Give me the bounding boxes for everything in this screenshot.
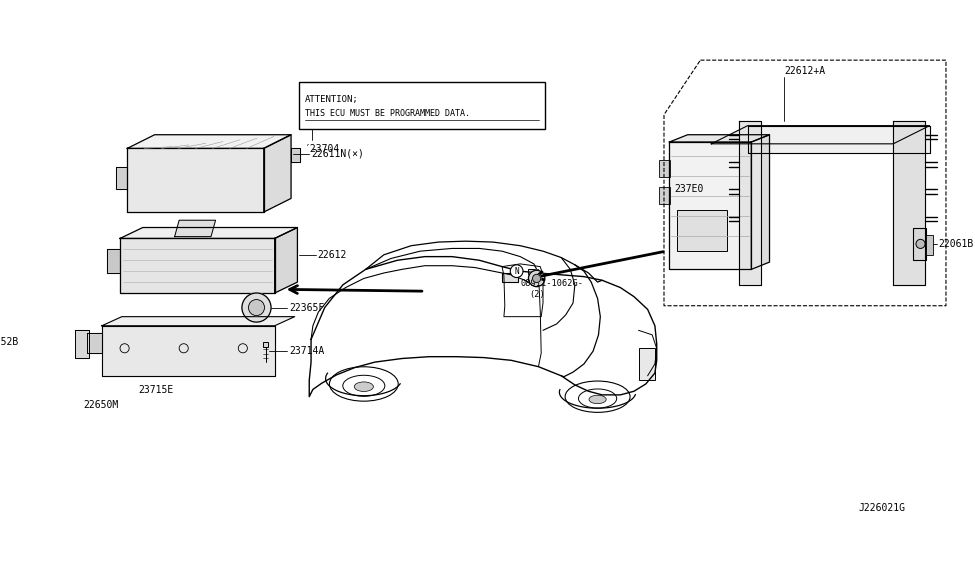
- Bar: [677, 210, 726, 251]
- Ellipse shape: [354, 382, 373, 392]
- Text: 22612+A: 22612+A: [784, 66, 825, 76]
- Text: THIS ECU MUST BE PROGRAMMED DATA.: THIS ECU MUST BE PROGRAMMED DATA.: [305, 109, 470, 118]
- Circle shape: [249, 299, 264, 316]
- Polygon shape: [101, 316, 294, 326]
- Text: 22652B: 22652B: [0, 337, 19, 347]
- Polygon shape: [752, 135, 769, 269]
- Polygon shape: [128, 135, 292, 148]
- Polygon shape: [120, 228, 297, 238]
- Circle shape: [532, 275, 541, 282]
- Polygon shape: [893, 121, 925, 285]
- Polygon shape: [120, 238, 275, 293]
- Bar: [527, 269, 538, 277]
- Text: N: N: [515, 267, 519, 276]
- Polygon shape: [712, 126, 929, 144]
- Text: 22612: 22612: [318, 250, 347, 260]
- Bar: [263, 342, 268, 346]
- Text: 22365F: 22365F: [290, 303, 325, 312]
- Ellipse shape: [589, 395, 606, 404]
- Polygon shape: [107, 250, 120, 273]
- Polygon shape: [175, 220, 215, 237]
- Bar: [658, 160, 671, 177]
- Bar: [502, 273, 519, 282]
- Text: 23714A: 23714A: [290, 346, 325, 356]
- Polygon shape: [670, 135, 769, 142]
- Text: 22650M: 22650M: [84, 400, 119, 410]
- Text: J226021G: J226021G: [859, 503, 906, 513]
- Polygon shape: [264, 135, 292, 212]
- Bar: [658, 187, 671, 204]
- Bar: [639, 349, 655, 380]
- Polygon shape: [116, 166, 128, 189]
- Circle shape: [242, 293, 271, 322]
- Polygon shape: [275, 228, 297, 293]
- Polygon shape: [88, 333, 101, 353]
- Bar: [926, 235, 933, 255]
- Polygon shape: [670, 142, 752, 269]
- Polygon shape: [292, 148, 300, 162]
- Text: (2): (2): [529, 290, 545, 299]
- Circle shape: [528, 271, 545, 286]
- Text: ′23704: ′23704: [305, 144, 340, 155]
- Text: 23715E: 23715E: [138, 385, 174, 395]
- Polygon shape: [74, 331, 89, 358]
- Text: 237E0: 237E0: [674, 185, 703, 194]
- Polygon shape: [128, 148, 264, 212]
- Bar: [914, 228, 926, 260]
- Polygon shape: [739, 121, 761, 285]
- Polygon shape: [101, 326, 275, 376]
- Polygon shape: [748, 126, 929, 153]
- Text: 22061B: 22061B: [939, 239, 974, 249]
- Circle shape: [916, 239, 925, 248]
- Text: 08911-1062G-: 08911-1062G-: [521, 280, 583, 289]
- Bar: [299, 82, 545, 129]
- Text: ATTENTION;: ATTENTION;: [305, 95, 359, 104]
- Circle shape: [510, 265, 523, 277]
- Text: 22611N(×): 22611N(×): [311, 149, 364, 159]
